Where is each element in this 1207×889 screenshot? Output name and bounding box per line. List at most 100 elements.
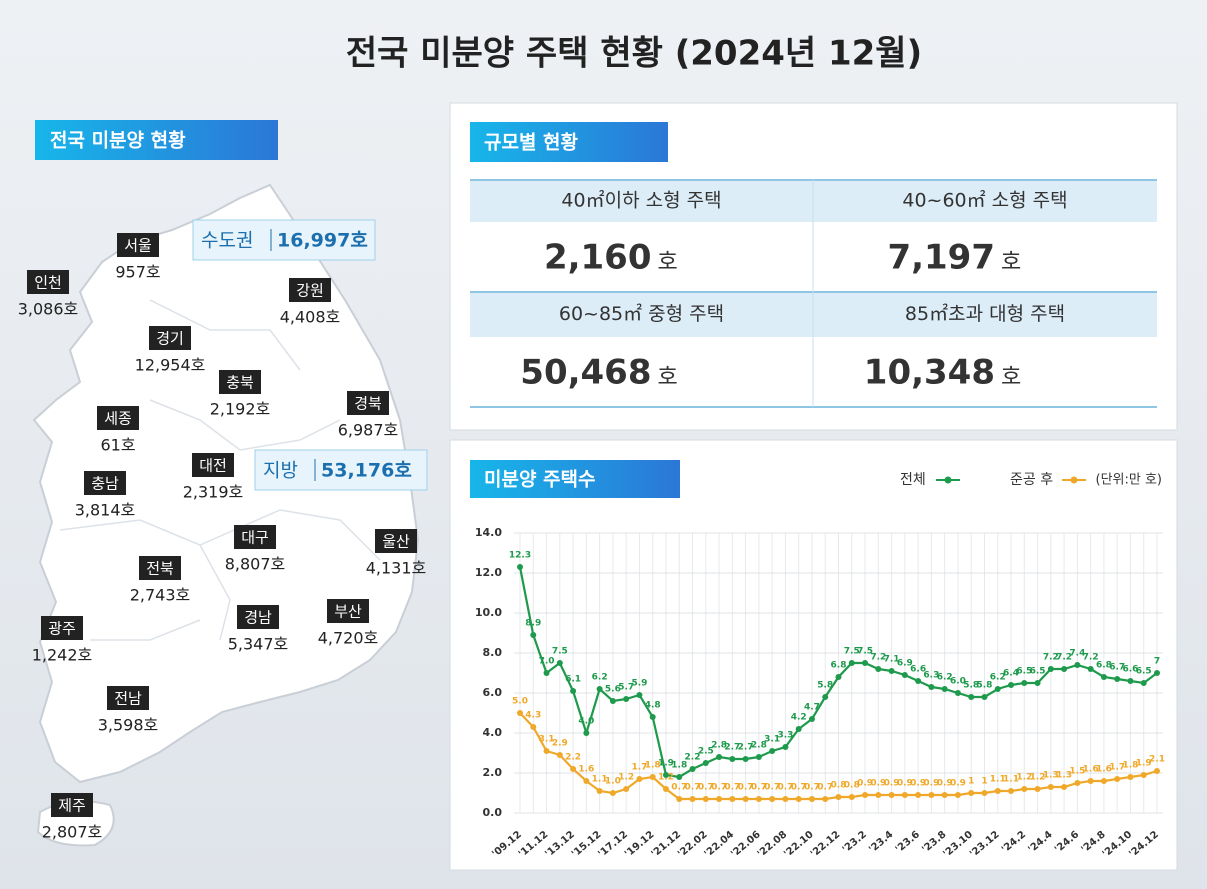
point [954,792,961,798]
point [543,670,550,676]
y-tick-label: 10.0 [475,606,502,619]
point [1114,776,1121,782]
point [928,684,935,690]
region-name: 강원 [296,282,324,300]
point [1154,670,1160,676]
section-tag [470,122,668,162]
point [888,668,895,674]
region-tag [149,326,191,350]
data-label: 6.8 [831,661,847,671]
data-label: 6.2 [937,673,953,683]
point [968,790,975,796]
point [875,666,882,672]
point [649,774,656,780]
callout-box [192,219,376,261]
region-count: 4,131호 [366,559,427,578]
y-tick-label: 6.0 [483,686,503,699]
point [702,760,709,766]
data-label: 2.2 [685,753,701,763]
point [662,786,669,792]
section-heading: 전국 미분양 현황 [50,129,186,152]
region-count: 2,807호 [42,823,103,842]
region-tag [51,793,93,817]
data-label: 6.1 [565,675,581,685]
region-tag [327,599,369,623]
data-label: 6.4 [1003,669,1019,679]
point [1008,788,1015,794]
point [981,694,988,700]
data-label: 2.7 [724,743,740,753]
region-name: 충북 [226,374,254,392]
region-count: 2,743호 [130,586,191,605]
point [649,714,656,720]
legend-label: 전체 [900,472,926,488]
point [543,748,550,754]
region-name: 전남 [114,690,142,708]
cell-label: 60~85㎡ 중형 주택 [559,302,724,325]
data-label: 6.2 [990,673,1006,683]
data-label: 12.3 [509,551,531,561]
region-tag [117,233,159,257]
data-label: 7.5 [552,647,568,657]
point [702,796,709,802]
region-tag [27,270,69,294]
point [954,690,961,696]
data-label: 4.0 [578,717,594,727]
point [769,748,776,754]
data-label: 3.3 [777,731,793,741]
legend-marker [944,476,952,484]
point [596,686,603,692]
y-tick-label: 12.0 [475,566,502,579]
region-name: 경기 [156,330,184,348]
point [862,792,869,798]
point [716,796,723,802]
y-tick-label: 14.0 [475,526,502,539]
region-count: 957호 [115,263,160,282]
data-label: 5.6 [605,685,621,695]
point [808,796,815,802]
data-label: 1.8 [671,761,687,771]
point [676,774,683,780]
data-label: 1.6 [578,765,594,775]
data-label: 1.7 [1109,763,1125,773]
region-name: 경남 [244,609,272,627]
legend-marker [1070,476,1078,484]
region-count: 4,720호 [318,629,379,648]
data-label: 6.5 [1030,667,1046,677]
data-label: 1.2 [1030,773,1046,783]
point [915,792,922,798]
point [609,790,616,796]
data-label: 1.1 [990,775,1006,785]
point [875,792,882,798]
data-label: 6.3 [923,671,939,681]
section-heading: 규모별 현황 [484,131,579,154]
data-label: 1.6 [1083,765,1099,775]
data-label: 4.8 [645,701,661,711]
point [822,694,829,700]
point [742,796,749,802]
data-label: 7.5 [844,647,860,657]
region-name: 충남 [91,475,119,493]
point [1061,666,1068,672]
data-label: 1.3 [1043,771,1059,781]
region-name: 광주 [48,620,76,638]
data-label: 0.8 [844,781,860,791]
point [901,792,908,798]
point [1140,680,1147,686]
point [782,744,789,750]
region-count: 3,814호 [75,501,136,520]
peninsula [32,183,420,784]
point [556,752,563,758]
data-label: 1.2 [618,773,634,783]
region-count: 6,987호 [338,421,399,440]
point [623,786,630,792]
data-label: 5.7 [618,683,634,693]
cell-value: 7,197 [887,238,995,278]
data-label: 0.7 [671,783,687,793]
point [583,778,590,784]
data-label: 7.2 [1056,653,1072,663]
data-label: 6.6 [910,665,926,675]
cell-header-band [813,180,1157,222]
region-tag [375,529,417,553]
data-label: 0.7 [724,783,740,793]
